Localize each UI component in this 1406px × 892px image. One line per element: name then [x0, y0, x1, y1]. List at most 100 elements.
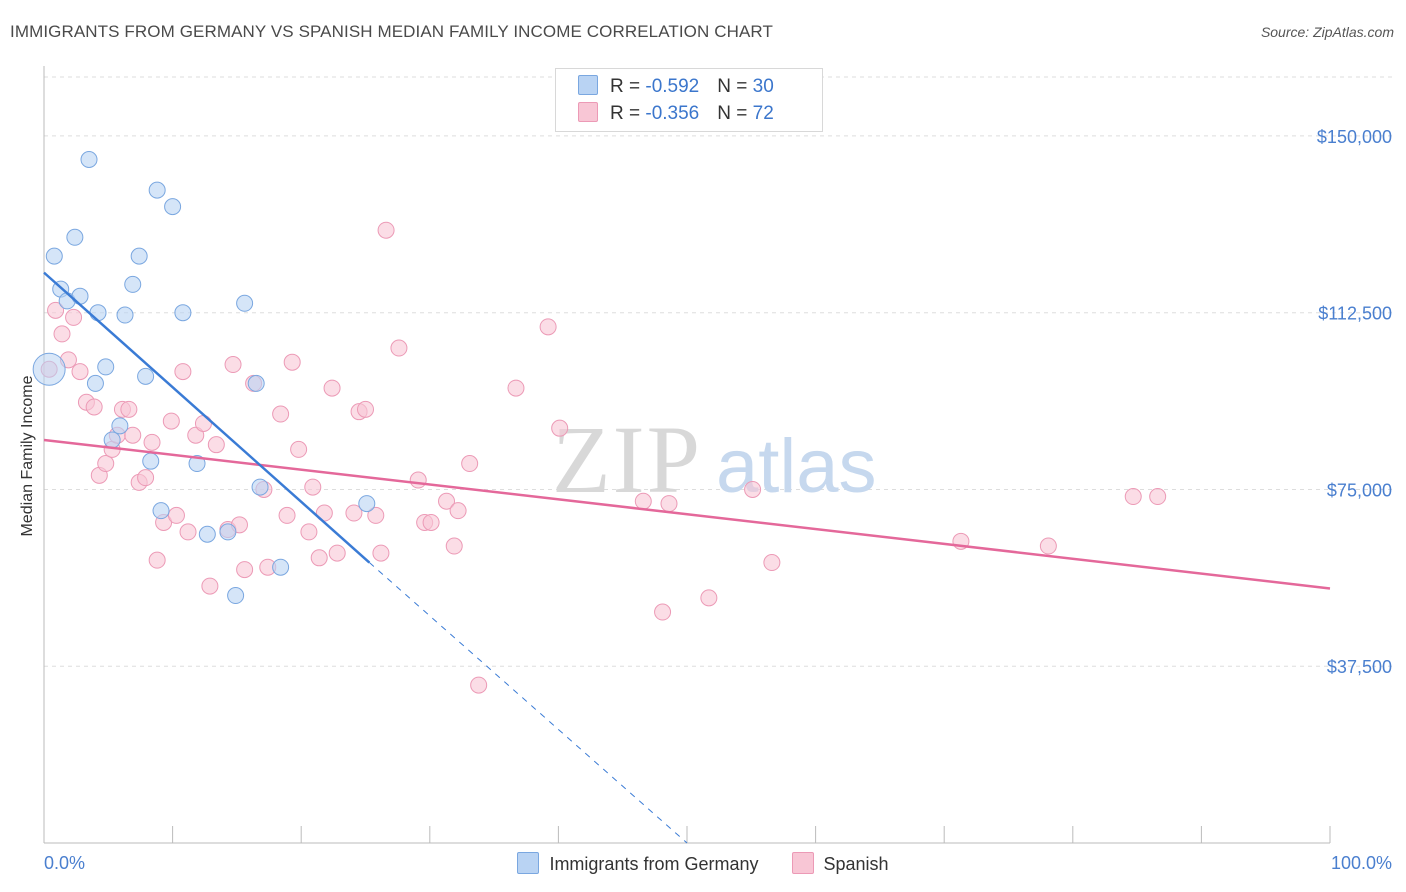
watermark: ZIP atlas — [552, 406, 877, 513]
legend-n-label: N = — [717, 103, 753, 124]
spanish-point — [283, 353, 301, 371]
spanish-point — [700, 589, 718, 607]
germany-point — [174, 304, 192, 322]
spanish-point — [372, 544, 390, 562]
spanish-point — [470, 676, 488, 694]
germany-legend-swatch — [517, 852, 540, 874]
legend-item-spanish[interactable]: Spanish — [791, 852, 889, 875]
legend-n-label: N = — [717, 76, 753, 97]
spanish-point — [167, 506, 185, 524]
spanish-point — [201, 577, 219, 595]
spanish-point — [357, 400, 374, 418]
spanish-point — [323, 379, 341, 397]
x-tick-label: 0.0% — [44, 853, 85, 873]
spanish-point — [1149, 488, 1167, 506]
legend-r-label: R = — [610, 103, 646, 124]
spanish-point — [328, 544, 346, 562]
spanish-point — [1124, 488, 1142, 506]
spanish-legend-swatch — [791, 852, 814, 874]
spanish-point — [194, 414, 212, 432]
germany-point — [86, 374, 104, 392]
germany-point — [45, 247, 63, 265]
watermark-zip: ZIP — [552, 406, 702, 513]
germany-trend-line — [43, 271, 371, 564]
y-axis-label: Median Family Income — [19, 375, 36, 536]
spanish-point — [272, 405, 290, 423]
legend-item-germany[interactable]: Immigrants from Germany — [517, 852, 758, 875]
spanish-point — [85, 398, 103, 416]
legend-row-spanish: R = -0.356 N = 72 — [578, 102, 774, 126]
germany-point — [80, 150, 98, 168]
legend-label-spanish: Spanish — [823, 854, 889, 874]
spanish-point — [97, 455, 115, 473]
y-tick-label: $112,500 — [1318, 304, 1392, 324]
spanish-point — [290, 440, 308, 458]
germany-point — [148, 181, 166, 199]
germany-point — [103, 431, 121, 449]
germany-point — [124, 275, 142, 293]
germany-point — [32, 352, 66, 386]
spanish-point — [179, 523, 197, 541]
watermark-atlas: atlas — [716, 424, 877, 509]
spanish-point — [507, 379, 525, 397]
legend-r-value: -0.356 — [645, 103, 700, 124]
spanish-point — [162, 412, 180, 430]
spanish-point — [143, 433, 161, 451]
germany-point — [198, 525, 216, 543]
spanish-point — [65, 308, 83, 326]
spanish-point — [236, 561, 254, 579]
germany-point — [152, 502, 170, 520]
spanish-point — [744, 480, 762, 498]
spanish-point — [278, 506, 296, 524]
spanish-point — [71, 363, 89, 381]
germany-point — [71, 287, 89, 305]
germany-point — [66, 228, 84, 246]
legend-n-value: 30 — [752, 76, 774, 97]
germany-point — [247, 374, 265, 392]
spanish-point — [449, 502, 467, 520]
spanish-point — [438, 492, 456, 510]
spanish-point — [137, 469, 155, 487]
germany-point — [272, 558, 290, 576]
germany-point — [142, 452, 160, 470]
spanish-point — [224, 356, 242, 374]
x-tick-labels: 0.0% 100.0% — [44, 853, 1392, 873]
stats-legend: R = -0.592 N = 30 R = -0.356 N = 72 — [555, 68, 823, 132]
spanish-point — [1039, 537, 1057, 555]
germany-points — [32, 150, 376, 605]
spanish-point — [207, 436, 225, 454]
spanish-point — [634, 492, 652, 510]
spanish-point — [304, 478, 322, 496]
y-tick-label: $75,000 — [1327, 480, 1392, 500]
germany-point — [137, 367, 155, 385]
y-tick-label: $150,000 — [1317, 127, 1392, 147]
y-tick-labels: $37,500 $75,000 $112,500 $150,000 — [1317, 127, 1392, 677]
spanish-point — [345, 504, 363, 522]
germany-trend-extension — [369, 562, 688, 844]
spanish-point — [445, 537, 463, 555]
legend-label-germany: Immigrants from Germany — [549, 854, 759, 874]
spanish-point — [422, 513, 440, 531]
spanish-point — [654, 603, 672, 621]
germany-point — [111, 417, 129, 435]
spanish-point — [390, 339, 408, 357]
germany-point — [130, 247, 148, 265]
spanish-point — [187, 426, 205, 444]
spanish-point — [763, 554, 781, 572]
y-tick-label: $37,500 — [1327, 657, 1392, 677]
trend-lines — [43, 271, 1331, 844]
germany-point — [251, 478, 269, 496]
germany-point — [164, 198, 182, 216]
spanish-point — [53, 325, 71, 343]
germany-point — [227, 587, 245, 605]
source-label: Source: ZipAtlas.com — [1260, 24, 1394, 40]
germany-swatch — [578, 75, 598, 95]
spanish-points — [40, 221, 1167, 694]
legend-n-value: 72 — [752, 103, 774, 124]
spanish-point — [539, 318, 557, 336]
spanish-point — [124, 426, 142, 444]
spanish-point — [47, 301, 65, 319]
series-legend: Immigrants from Germany Spanish — [0, 852, 1406, 875]
germany-point — [358, 495, 376, 513]
